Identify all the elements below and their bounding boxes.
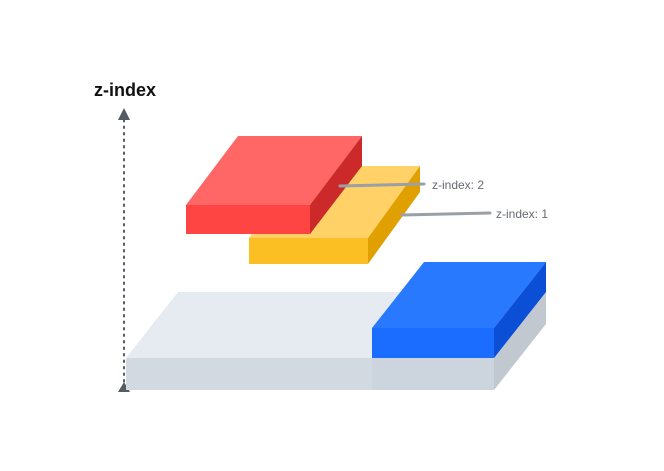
yellow-layer-label: z-index: 1 <box>496 207 548 221</box>
red-layer-label: z-index: 2 <box>432 178 484 192</box>
blue-block <box>372 262 546 390</box>
yellow-leader-line <box>400 211 492 217</box>
red-block-side <box>310 136 362 234</box>
z-axis <box>118 108 130 392</box>
red-block <box>186 136 362 234</box>
axis-title: z-index <box>94 80 156 100</box>
red-block-front <box>186 205 310 234</box>
yellow-block-front <box>249 238 368 264</box>
blue-block-side <box>494 262 546 358</box>
axis-arrow-up-icon <box>118 108 130 120</box>
red-block-top <box>186 136 362 205</box>
base-layer-side <box>494 292 546 390</box>
blue-block-front <box>372 328 494 358</box>
red-leader-line <box>338 182 426 188</box>
yellow-block-side <box>368 166 420 264</box>
blue-block-top <box>372 262 546 328</box>
blue-block-shadow <box>372 358 494 390</box>
